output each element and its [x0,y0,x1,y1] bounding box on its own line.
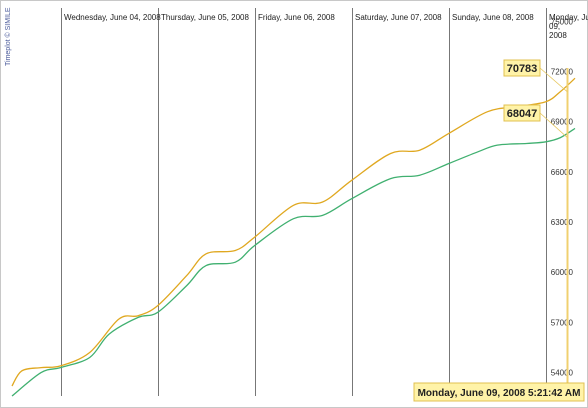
cursor-date-label: Monday, June 09, 2008 5:21:42 AM [418,388,581,399]
value-label-text: 70783 [507,63,538,75]
y-tick-label: 69000 [551,118,574,127]
y-tick-label: 66000 [551,168,574,177]
value-label-connector [539,67,568,93]
date-label: Sunday, June 08, 2008 [452,13,534,22]
y-tick-label: 54000 [551,369,574,378]
value-label-box [503,59,541,77]
date-label-line: 09, [549,22,560,31]
credit-label: Timeplot © SIMILE [4,7,12,66]
date-labels: Wednesday, June 04, 2008 Thursday, June 0… [64,13,588,40]
series-line-1 [11,77,576,387]
y-tick-label: 63000 [551,218,574,227]
cursor-date-box [413,382,585,402]
value-label-text: 68047 [507,108,538,120]
y-tick-label: 75000 [551,17,574,26]
y-axis-ticks: 54000 57000 60000 63000 66000 69000 72000 75000 [551,17,574,377]
date-label: Friday, June 06, 2008 [258,13,335,22]
y-tick-label: 57000 [551,318,574,327]
date-label: Saturday, June 07, 2008 [355,13,442,22]
value-label-connector [539,112,568,138]
y-tick-label: 60000 [551,268,574,277]
gridlines [61,8,547,396]
date-label-line: 2008 [549,31,567,40]
value-label-box [503,104,541,122]
y-tick-label: 72000 [551,68,574,77]
series-line-2 [11,127,576,397]
date-label: Thursday, June 05, 2008 [161,13,249,22]
date-label: Wednesday, June 04, 2008 [64,13,161,22]
series-lines [11,77,576,397]
date-label-line: Monday, June [549,13,588,22]
cursor[interactable]: 70783 68047 Monday, June 09, 2008 5:21:42 … [413,59,585,402]
